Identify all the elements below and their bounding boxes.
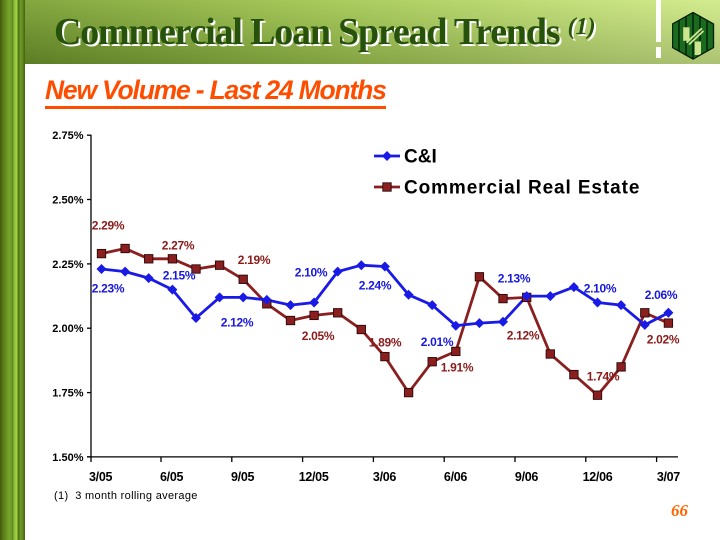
- svg-text:12/05: 12/05: [299, 470, 329, 484]
- svg-text:2.12%: 2.12%: [507, 329, 540, 343]
- svg-text:2.01%: 2.01%: [421, 335, 454, 349]
- svg-text:2.24%: 2.24%: [359, 279, 392, 293]
- svg-text:1.89%: 1.89%: [369, 336, 402, 350]
- svg-text:2.25%: 2.25%: [52, 259, 83, 271]
- svg-text:1.91%: 1.91%: [441, 361, 474, 375]
- svg-text:Commercial Real Estate: Commercial Real Estate: [404, 178, 640, 199]
- svg-text:2.27%: 2.27%: [162, 239, 195, 253]
- svg-text:2.29%: 2.29%: [92, 219, 125, 233]
- svg-text:2.02%: 2.02%: [647, 333, 680, 347]
- svg-text:2.75%: 2.75%: [52, 130, 83, 142]
- svg-text:2.19%: 2.19%: [238, 253, 271, 267]
- svg-text:1.74%: 1.74%: [587, 370, 620, 384]
- svg-text:2.23%: 2.23%: [92, 282, 125, 296]
- svg-text:3/06: 3/06: [373, 470, 396, 484]
- svg-text:2.15%: 2.15%: [163, 269, 196, 283]
- svg-text:2.10%: 2.10%: [295, 266, 328, 280]
- svg-text:2.10%: 2.10%: [584, 282, 617, 296]
- svg-text:3/05: 3/05: [89, 470, 112, 484]
- svg-text:9/05: 9/05: [231, 470, 254, 484]
- svg-text:1.75%: 1.75%: [52, 388, 83, 400]
- svg-text:2.13%: 2.13%: [498, 272, 531, 286]
- svg-text:1.50%: 1.50%: [52, 452, 83, 464]
- svg-text:2.06%: 2.06%: [645, 288, 678, 302]
- svg-text:9/06: 9/06: [515, 470, 538, 484]
- svg-text:2.00%: 2.00%: [52, 323, 83, 335]
- svg-text:3/07: 3/07: [657, 470, 680, 484]
- svg-text:2.50%: 2.50%: [52, 194, 83, 206]
- svg-text:C&I: C&I: [404, 147, 437, 168]
- svg-text:6/05: 6/05: [160, 470, 183, 484]
- svg-text:6/06: 6/06: [444, 470, 467, 484]
- svg-text:12/06: 12/06: [583, 470, 613, 484]
- svg-text:2.12%: 2.12%: [221, 316, 254, 330]
- svg-text:2.05%: 2.05%: [302, 329, 335, 343]
